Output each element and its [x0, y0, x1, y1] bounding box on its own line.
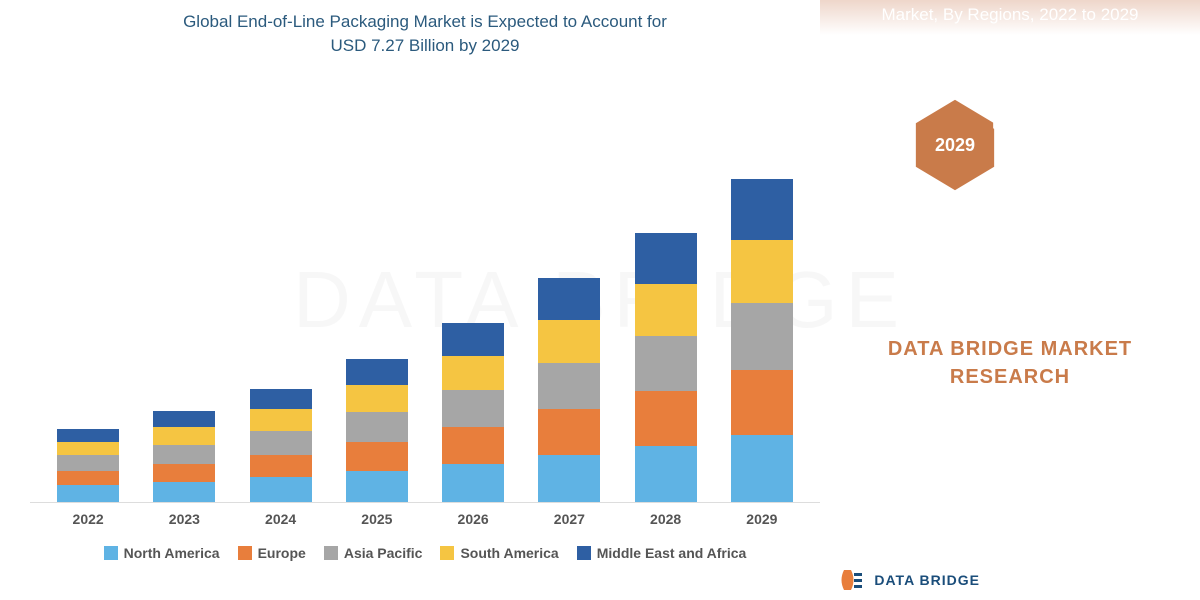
- hex1-label: 2029: [935, 135, 975, 156]
- chart-title: Global End-of-Line Packaging Market is E…: [30, 10, 820, 58]
- bar-segment: [57, 442, 119, 456]
- bar-segment: [635, 446, 697, 502]
- legend-label: Asia Pacific: [344, 545, 423, 561]
- brand-line1: DATA BRIDGE MARKET: [820, 335, 1200, 363]
- x-axis-label: 2026: [433, 511, 513, 527]
- bar-segment: [731, 303, 793, 369]
- bar-segment: [538, 278, 600, 320]
- x-axis-labels: 2022 2023 2024 2025 2026 2027 2028 2029: [30, 503, 820, 527]
- bar-segment: [538, 363, 600, 409]
- brand-line2: RESEARCH: [820, 363, 1200, 391]
- bar-segment: [153, 411, 215, 427]
- bar-segment: [153, 464, 215, 482]
- x-axis-label: 2027: [529, 511, 609, 527]
- stacked-bar: [57, 429, 119, 501]
- legend-swatch: [577, 546, 591, 560]
- bar-segment: [635, 391, 697, 445]
- x-axis-label: 2024: [241, 511, 321, 527]
- bar-group: [337, 359, 417, 502]
- stacked-bar: [153, 411, 215, 501]
- bar-segment: [442, 390, 504, 427]
- sidebar-panel: Market, By Regions, 2022 to 2029 2029 20…: [820, 0, 1200, 600]
- legend-item: Europe: [238, 545, 306, 561]
- bar-segment: [538, 409, 600, 454]
- bar-segment: [538, 320, 600, 363]
- bar-segment: [731, 370, 793, 435]
- bar-segment: [346, 412, 408, 442]
- bar-group: [626, 233, 706, 502]
- x-axis-label: 2023: [144, 511, 224, 527]
- stacked-bar: [538, 278, 600, 501]
- bar-segment: [153, 427, 215, 444]
- footer-logo-text: DATA BRIDGE: [874, 572, 980, 588]
- bar-segment: [250, 409, 312, 431]
- bar-group: [529, 278, 609, 501]
- stacked-bar: [346, 359, 408, 502]
- bar-segment: [250, 389, 312, 410]
- bar-group: [144, 411, 224, 501]
- x-axis-label: 2028: [626, 511, 706, 527]
- x-axis-label: 2029: [722, 511, 802, 527]
- bar-segment: [731, 240, 793, 303]
- legend-swatch: [440, 546, 454, 560]
- legend-label: Europe: [258, 545, 306, 561]
- bar-segment: [442, 464, 504, 502]
- legend-swatch: [238, 546, 252, 560]
- bar-group: [722, 179, 802, 502]
- bar-segment: [442, 323, 504, 356]
- stacked-bar: [635, 233, 697, 502]
- footer-logo-icon: [836, 565, 866, 595]
- chart-title-line2: USD 7.27 Billion by 2029: [30, 34, 820, 58]
- legend-item: South America: [440, 545, 558, 561]
- chart-container: Global End-of-Line Packaging Market is E…: [30, 10, 820, 570]
- legend-item: Middle East and Africa: [577, 545, 747, 561]
- bar-segment: [635, 233, 697, 284]
- bar-segment: [57, 471, 119, 485]
- bar-segment: [346, 385, 408, 412]
- bar-segment: [731, 435, 793, 502]
- brand-text: DATA BRIDGE MARKET RESEARCH: [820, 335, 1200, 391]
- bar-segment: [442, 356, 504, 390]
- bar-segment: [57, 429, 119, 442]
- bar-segment: [346, 471, 408, 502]
- plot-area: [30, 73, 820, 503]
- bar-segment: [57, 485, 119, 501]
- legend-label: South America: [460, 545, 558, 561]
- legend-label: North America: [124, 545, 220, 561]
- bar-segment: [250, 455, 312, 478]
- hexagon-2022: 2022: [990, 55, 1080, 155]
- hexagon-badges: 2029 2022: [820, 55, 1200, 215]
- sidebar-title: Market, By Regions, 2022 to 2029: [820, 0, 1200, 35]
- hexagon-2029: 2029: [910, 95, 1000, 195]
- bar-segment: [538, 455, 600, 502]
- bar-segment: [442, 427, 504, 463]
- bar-segment: [635, 336, 697, 391]
- stacked-bar: [250, 389, 312, 502]
- bar-segment: [250, 431, 312, 455]
- hex2-label: 2022: [1015, 95, 1055, 116]
- chart-legend: North America Europe Asia Pacific South Ame…: [30, 545, 820, 561]
- bar-segment: [635, 284, 697, 336]
- legend-swatch: [324, 546, 338, 560]
- footer-logo: DATA BRIDGE: [836, 565, 980, 595]
- legend-swatch: [104, 546, 118, 560]
- bar-segment: [731, 179, 793, 241]
- x-axis-label: 2022: [48, 511, 128, 527]
- bar-group: [433, 323, 513, 501]
- stacked-bar: [442, 323, 504, 501]
- bar-segment: [153, 445, 215, 464]
- legend-item: Asia Pacific: [324, 545, 423, 561]
- bar-segment: [250, 477, 312, 501]
- bar-segment: [346, 442, 408, 471]
- bar-segment: [153, 482, 215, 502]
- bar-group: [241, 389, 321, 502]
- bar-group: [48, 429, 128, 501]
- bar-segment: [57, 455, 119, 470]
- bar-segment: [346, 359, 408, 385]
- chart-title-line1: Global End-of-Line Packaging Market is E…: [30, 10, 820, 34]
- x-axis-label: 2025: [337, 511, 417, 527]
- stacked-bar: [731, 179, 793, 502]
- legend-label: Middle East and Africa: [597, 545, 747, 561]
- legend-item: North America: [104, 545, 220, 561]
